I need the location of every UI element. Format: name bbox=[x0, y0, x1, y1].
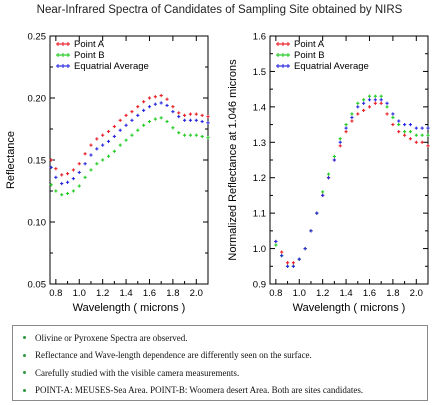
x-tick-label: 1.4 bbox=[119, 288, 132, 299]
note-item: Carefully studied with the visible camer… bbox=[19, 364, 427, 382]
y-tick-label: 1.4 bbox=[253, 102, 266, 113]
y-tick-label: 0.20 bbox=[28, 94, 47, 105]
y-tick-label: 1.0 bbox=[253, 244, 266, 255]
y-tick-label: 1.6 bbox=[253, 32, 266, 43]
note-text: Olivine or Pyroxene Spectra are observed… bbox=[35, 332, 188, 343]
plot-frame bbox=[49, 35, 209, 285]
x-tick-label: 1.0 bbox=[293, 288, 306, 299]
notes-box: Olivine or Pyroxene Spectra are observed… bbox=[12, 325, 428, 401]
plot-frame bbox=[269, 35, 429, 285]
y-tick-label: 1.3 bbox=[253, 138, 266, 149]
page-title: Near-Infrared Spectra of Candidates of S… bbox=[36, 4, 403, 16]
note-item: Olivine or Pyroxene Spectra are observed… bbox=[19, 329, 427, 347]
bullet-icon bbox=[23, 353, 26, 357]
x-tick-label: 1.0 bbox=[73, 288, 86, 299]
y-tick-label: 1.1 bbox=[253, 209, 266, 220]
bullet-icon bbox=[23, 388, 26, 392]
note-text: Carefully studied with the visible camer… bbox=[35, 367, 240, 378]
x-tick-label: 0.8 bbox=[49, 288, 62, 299]
x-tick-label: 0.8 bbox=[269, 288, 282, 299]
y-tick-label: 1.5 bbox=[253, 67, 266, 78]
y-axis-label: Reflectance bbox=[5, 131, 17, 189]
x-axis-label: Wavelength ( microns ) bbox=[293, 302, 406, 314]
x-tick-label: 1.4 bbox=[339, 288, 352, 299]
y-axis-label: Normalized Reflectance at 1.046 microns bbox=[227, 59, 239, 261]
note-item: POINT-A: MEUSES-Sea Area. POINT-B: Woome… bbox=[19, 382, 427, 400]
y-tick-label: 0.25 bbox=[28, 32, 47, 43]
x-tick-label: 2.0 bbox=[190, 288, 203, 299]
y-tick-label: 0.10 bbox=[28, 218, 47, 229]
normalized-reflectance-chart: 0.9 1.0 1.1 1.2 1.3 1.4 1.5 1.6 0.8 1.0 1.2 1.4 1.6 1… bbox=[227, 32, 430, 314]
y-tick-label: 0.15 bbox=[28, 156, 47, 167]
legend-label: Point A bbox=[74, 39, 105, 50]
legend-label: Point A bbox=[294, 39, 325, 50]
y-tick-label: 1.2 bbox=[253, 173, 266, 184]
note-text: POINT-A: MEUSES-Sea Area. POINT-B: Woome… bbox=[35, 385, 364, 396]
y-tick-label: 0.9 bbox=[253, 280, 266, 291]
x-tick-label: 1.8 bbox=[386, 288, 399, 299]
x-tick-label: 1.8 bbox=[166, 288, 179, 299]
note-item: Reflectance and Wave-length dependence a… bbox=[19, 347, 427, 365]
legend-label: Point B bbox=[74, 50, 105, 61]
x-axis-label: Wavelength ( microns ) bbox=[73, 302, 186, 314]
note-text: Reflectance and Wave-length dependence a… bbox=[35, 350, 312, 361]
x-tick-label: 1.2 bbox=[316, 288, 329, 299]
legend-label: Equatrial Average bbox=[294, 61, 369, 72]
x-tick-label: 1.6 bbox=[143, 288, 156, 299]
bullet-icon bbox=[23, 336, 26, 340]
x-tick-label: 1.2 bbox=[96, 288, 109, 299]
reflectance-chart: 0.05 0.10 0.15 0.20 0.25 0.8 1.0 1.2 1.4 1.6 1.8 2.… bbox=[5, 32, 210, 314]
y-tick-label: 0.05 bbox=[28, 280, 47, 291]
x-tick-label: 1.6 bbox=[363, 288, 376, 299]
bullet-icon bbox=[23, 371, 26, 375]
x-tick-label: 2.0 bbox=[410, 288, 423, 299]
legend-label: Point B bbox=[294, 50, 325, 61]
legend-label: Equatrial Average bbox=[74, 61, 149, 72]
